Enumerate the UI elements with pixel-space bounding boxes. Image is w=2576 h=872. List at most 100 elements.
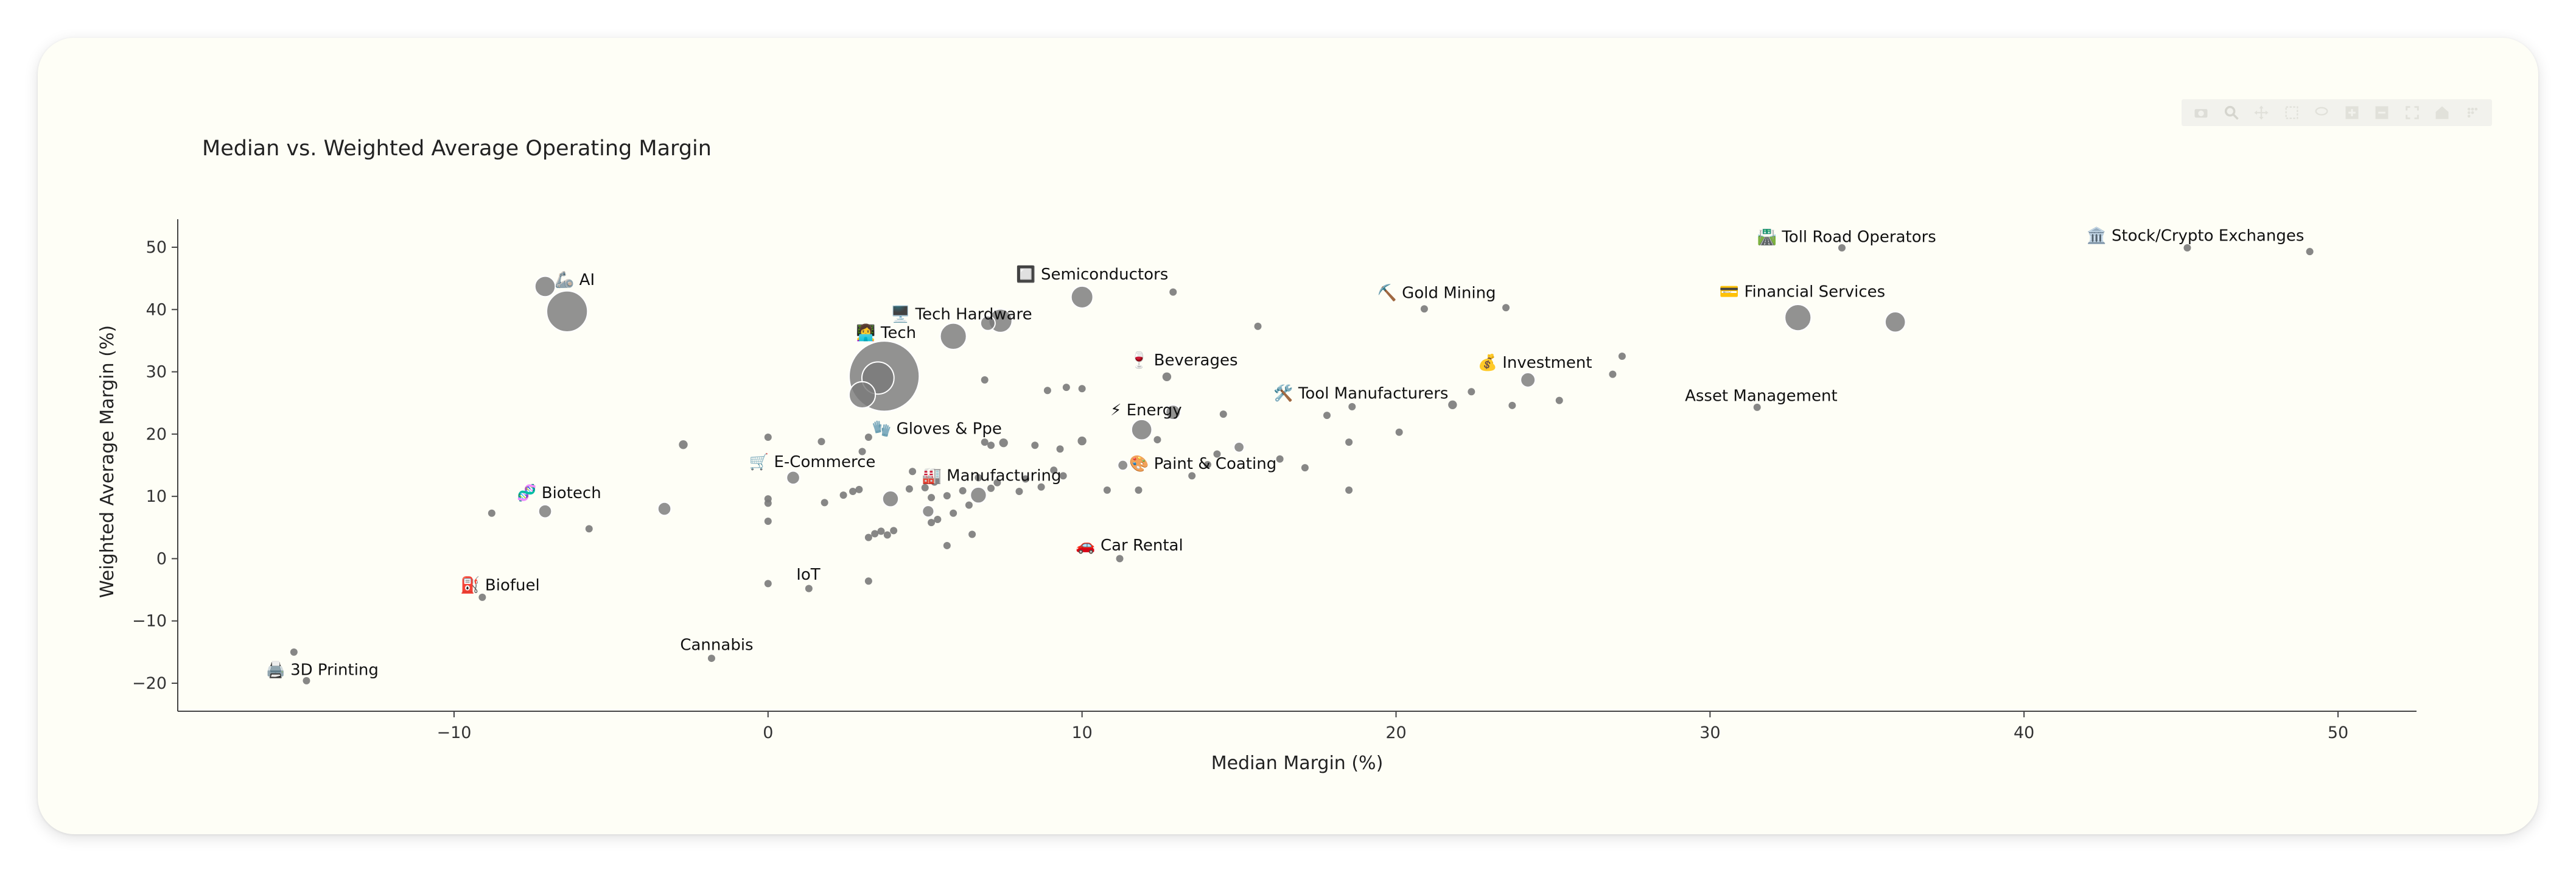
data-point-100 <box>707 655 715 663</box>
data-point-37 <box>1165 404 1181 421</box>
data-point-57 <box>999 438 1008 448</box>
data-point-12 <box>1502 304 1510 312</box>
x-tick-label-3: 20 <box>1385 723 1406 742</box>
data-point-105 <box>488 509 495 517</box>
data-point-23 <box>1468 388 1475 396</box>
data-point-46 <box>1078 385 1086 393</box>
data-point-82 <box>890 527 898 535</box>
y-tick-label-4: 20 <box>146 425 167 444</box>
lasso-select-icon[interactable] <box>2311 102 2332 123</box>
data-point-61 <box>970 486 987 504</box>
data-point-93 <box>786 470 800 485</box>
data-point-83 <box>864 533 872 541</box>
data-point-44 <box>1103 486 1111 494</box>
annotation-label-11: 🔲 Semiconductors <box>1016 265 1168 284</box>
annotation-label-10: 🏭 Manufacturing <box>922 466 1062 485</box>
annotation-label-7: 👩‍💻 Tech <box>856 323 916 342</box>
data-point-64 <box>993 479 1001 487</box>
plot-modebar[interactable] <box>2182 99 2492 126</box>
data-point-89 <box>849 487 857 495</box>
data-point-49 <box>1077 436 1087 446</box>
x-tick-label-4: 30 <box>1699 723 1720 742</box>
data-point-81 <box>871 530 879 538</box>
y-tick-label-3: 10 <box>146 487 167 506</box>
data-point-73 <box>934 515 942 523</box>
data-point-70 <box>931 478 939 486</box>
reset-axes-icon[interactable] <box>2432 102 2452 123</box>
data-point-86 <box>858 448 866 455</box>
annotation-label-12: 🚗 Car Rental <box>1076 536 1183 555</box>
data-point-77 <box>909 468 917 476</box>
annotations-layer: 🖨️ 3D Printing ⛽ Biofuel 🧬 Biotech 🦾 AI Cann… <box>265 227 2304 680</box>
annotation-label-5: 🛒 E-Commerce <box>749 452 876 471</box>
annotation-label-8: 🖥️ Tech Hardware <box>891 304 1032 323</box>
autoscale-icon[interactable] <box>2402 102 2423 123</box>
y-tick-label-1: −10 <box>132 612 167 631</box>
annotation-label-16: 🛠️ Tool Manufacturers <box>1273 383 1448 403</box>
data-point-31 <box>1301 464 1309 472</box>
annotation-label-3: 🦾 AI <box>555 271 595 289</box>
data-point-58 <box>987 441 995 449</box>
data-point-50 <box>1059 472 1067 480</box>
data-point-65 <box>965 501 973 509</box>
data-point-99 <box>764 580 772 588</box>
annotation-label-20: 💳 Financial Services <box>1720 283 1885 301</box>
axes-layer: −10 0 10 20 30 40 50 −20 −10 0 10 20 30 40 50 Median Ma… <box>97 219 2417 774</box>
zoom-icon[interactable] <box>2221 102 2242 123</box>
data-point-91 <box>821 499 828 507</box>
camera-icon[interactable] <box>2191 102 2211 123</box>
data-point-55 <box>1037 483 1045 491</box>
data-point-9 <box>1169 288 1177 296</box>
data-point-24 <box>1448 400 1457 409</box>
x-tick-label-0: −10 <box>436 723 471 742</box>
data-point-17 <box>2306 248 2314 256</box>
data-point-106 <box>478 593 486 601</box>
annotation-label-4: Cannabis <box>680 636 753 655</box>
data-point-45 <box>1116 555 1124 563</box>
plotly-logo-icon[interactable] <box>2462 102 2483 123</box>
data-point-20 <box>1609 370 1617 378</box>
data-point-56 <box>1015 487 1023 495</box>
data-point-68 <box>950 509 957 517</box>
data-point-27 <box>1323 412 1331 420</box>
data-point-32 <box>1276 455 1284 463</box>
chart-card <box>38 38 2538 834</box>
data-point-4 <box>534 275 556 298</box>
data-point-66 <box>959 487 967 494</box>
annotation-label-22: 🏛️ Stock/Crypto Exchanges <box>2087 227 2304 245</box>
data-point-78 <box>881 490 900 508</box>
data-point-69 <box>943 492 951 500</box>
zoom-out-icon[interactable] <box>2371 102 2392 123</box>
x-tick-label-5: 40 <box>2014 723 2034 742</box>
y-axis-title: Weighted Average Margin (%) <box>97 325 118 598</box>
data-point-47 <box>1062 384 1070 392</box>
data-point-2 <box>848 381 877 409</box>
data-point-26 <box>1348 403 1356 410</box>
data-point-80 <box>883 531 891 539</box>
data-point-14 <box>1884 311 1906 333</box>
y-tick-label-6: 40 <box>146 300 167 319</box>
annotation-label-0: 🖨️ 3D Printing <box>265 660 378 679</box>
data-point-67 <box>968 530 976 538</box>
data-point-51 <box>1050 466 1058 474</box>
data-point-85 <box>864 433 872 441</box>
data-point-87 <box>864 577 872 585</box>
data-point-35 <box>1203 460 1211 468</box>
data-point-84 <box>905 485 913 493</box>
data-point-90 <box>839 491 847 499</box>
data-point-60 <box>981 376 989 384</box>
data-point-75 <box>943 541 951 549</box>
box-select-icon[interactable] <box>2281 102 2302 123</box>
data-point-54 <box>1021 475 1029 483</box>
annotation-label-1: ⛽ Biofuel <box>460 575 539 594</box>
y-tick-label-7: 50 <box>146 238 167 257</box>
data-point-19 <box>1618 353 1626 360</box>
data-point-79 <box>877 527 885 535</box>
y-tick-label-2: 0 <box>156 549 167 568</box>
pan-icon[interactable] <box>2251 102 2272 123</box>
x-tick-label-6: 50 <box>2328 723 2348 742</box>
data-point-59 <box>981 438 989 446</box>
zoom-in-icon[interactable] <box>2342 102 2362 123</box>
data-point-34 <box>1213 450 1221 458</box>
